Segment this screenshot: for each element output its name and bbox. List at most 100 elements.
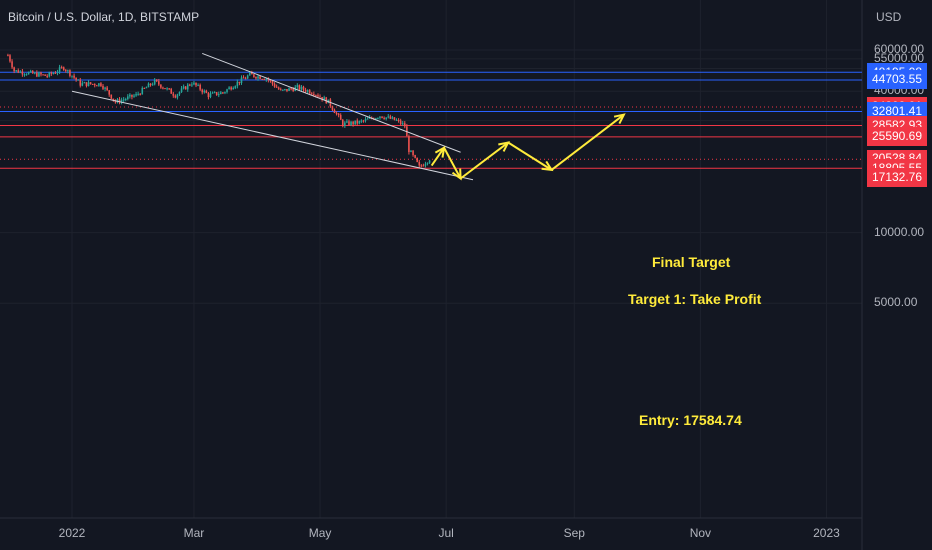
candle-body (420, 165, 423, 167)
candle-body (424, 163, 427, 166)
candle-body (155, 79, 158, 82)
x-tick-label: 2022 (58, 526, 86, 540)
candle-body (81, 83, 84, 86)
candle-body (160, 84, 162, 88)
candle-body (93, 83, 96, 86)
candle-body (127, 96, 129, 99)
candle-body (58, 67, 61, 72)
candle-body (246, 75, 249, 79)
candle-body (186, 84, 189, 90)
candle-body (379, 116, 381, 119)
candle-body (360, 120, 363, 122)
annotation-target-1: Target 1: Take Profit (628, 291, 762, 307)
candle-body (263, 79, 266, 81)
x-tick-label: May (308, 526, 332, 540)
candle-body (220, 92, 222, 95)
candle-body (145, 87, 148, 89)
projection-segment (443, 147, 462, 179)
candle-body (401, 123, 404, 125)
candle-body (310, 93, 313, 95)
candle-body (337, 113, 340, 116)
candle-body (240, 77, 243, 84)
candle-body (288, 88, 290, 91)
candle-body (215, 92, 218, 96)
candle-body (79, 79, 82, 86)
candle-body (17, 70, 20, 73)
y-tick-label: 60000.00 (874, 41, 925, 56)
candle-body (141, 87, 144, 95)
candle-body (89, 82, 92, 84)
price-tag-value: 25590.69 (871, 129, 923, 144)
candle-body (13, 67, 15, 72)
candle-body (395, 119, 398, 121)
x-tick-label: 2023 (813, 526, 840, 540)
price-tag-value: 32801.41 (871, 104, 923, 119)
candle-body (354, 120, 356, 125)
candle-body (164, 88, 166, 90)
trend-line-upper (202, 52, 461, 153)
candle-body (83, 82, 86, 84)
candle-body (102, 85, 104, 89)
candle-body (44, 74, 46, 76)
projection-arrowhead (613, 113, 626, 125)
price-tag: 44703.55 (867, 70, 927, 90)
candle-body (290, 88, 292, 90)
candle-body (277, 87, 280, 90)
candle-body (64, 69, 67, 71)
candle-body (118, 99, 121, 103)
candle-body (56, 71, 59, 74)
candle-body (232, 87, 235, 90)
candle-body (176, 94, 179, 98)
candle-body (383, 117, 385, 119)
candle-body (269, 80, 272, 82)
candle-body (279, 89, 282, 91)
candle-body (213, 92, 216, 94)
candle-body (27, 72, 30, 75)
candle-body (284, 89, 286, 91)
candle-body (46, 75, 48, 77)
projection-segment (459, 141, 509, 180)
candle-body (224, 92, 226, 94)
candle-body (389, 116, 392, 119)
candle-body (77, 79, 80, 81)
candle-body (387, 116, 390, 118)
candle-body (257, 76, 259, 79)
candle-body (60, 67, 63, 69)
candle-body (352, 121, 354, 125)
candle-body (205, 90, 208, 93)
candle-body (321, 97, 323, 100)
candle-body (319, 96, 321, 98)
candle-body (273, 83, 276, 87)
candle-body (195, 82, 197, 86)
candle-body (75, 77, 77, 80)
candle-body (184, 86, 187, 90)
candle-body (385, 117, 387, 119)
candle-body (416, 157, 418, 162)
candle-body (298, 85, 301, 90)
trend-line-lower (71, 90, 474, 181)
candle-body (275, 86, 278, 88)
projection-segment (430, 147, 445, 167)
candle-body (397, 119, 400, 121)
candle-body (300, 86, 303, 90)
x-tick-label: Sep (563, 526, 585, 540)
candle-body (153, 79, 156, 85)
candle-body (255, 76, 257, 79)
price-tag-value: 44703.55 (871, 72, 923, 87)
candle-body (410, 150, 412, 153)
candle-body (408, 136, 410, 153)
candle-body (48, 72, 51, 77)
candle-body (151, 84, 154, 86)
candle-body (364, 119, 367, 121)
candle-body (344, 122, 346, 126)
y-tick-label: 10000.00 (874, 224, 925, 239)
candle-body (418, 161, 421, 166)
projection-segment (507, 141, 553, 171)
candle-body (73, 75, 75, 78)
candle-body (242, 77, 245, 79)
candle-body (203, 90, 206, 93)
candle-body (7, 55, 9, 57)
candle-body (178, 91, 181, 95)
